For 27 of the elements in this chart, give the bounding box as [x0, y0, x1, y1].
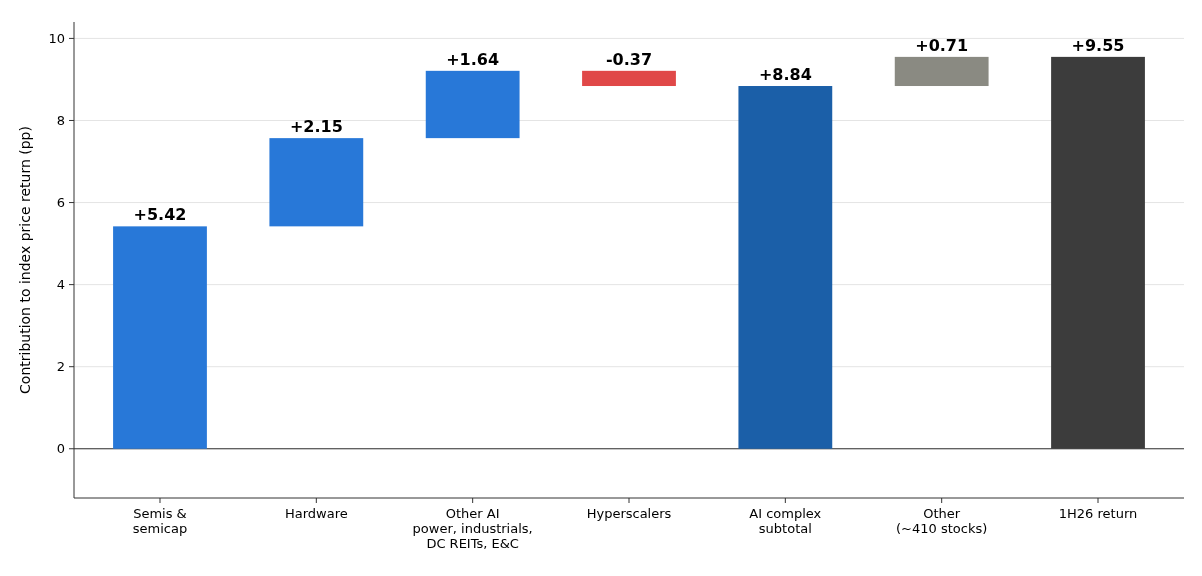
bar — [738, 86, 833, 449]
data-label: +0.71 — [915, 35, 969, 55]
y-tick-label: 4 — [56, 277, 65, 293]
x-tick-label: Other (~410 stocks) — [896, 506, 988, 536]
data-label: +9.55 — [1071, 35, 1125, 55]
data-label: +2.15 — [289, 117, 343, 137]
x-tick-label: 1H26 return — [1058, 506, 1138, 521]
y-axis-title: Contribution to index price return (pp) — [17, 126, 33, 394]
data-label: +8.84 — [758, 65, 812, 85]
bar — [269, 138, 364, 227]
y-tick-label: 2 — [56, 359, 65, 375]
bar — [425, 70, 520, 139]
x-tick-label: Hardware — [284, 506, 348, 521]
bar — [894, 56, 989, 87]
x-tick-label: Other AI power, industrials, DC REITs, E&C — [412, 506, 533, 551]
x-tick-label: Semis & semicap — [132, 506, 188, 536]
bar — [582, 70, 676, 87]
data-label: +1.64 — [446, 49, 500, 69]
x-tick-label: Hyperscalers — [586, 506, 672, 521]
data-label: +5.42 — [133, 205, 187, 225]
y-tick-label: 10 — [48, 30, 65, 46]
x-tick-label: AI complex subtotal — [749, 506, 822, 536]
bar — [113, 226, 207, 449]
data-label: -0.37 — [605, 49, 653, 69]
y-tick-label: 6 — [56, 195, 65, 211]
y-tick-label: 0 — [56, 441, 65, 457]
y-tick-label: 8 — [56, 113, 65, 129]
